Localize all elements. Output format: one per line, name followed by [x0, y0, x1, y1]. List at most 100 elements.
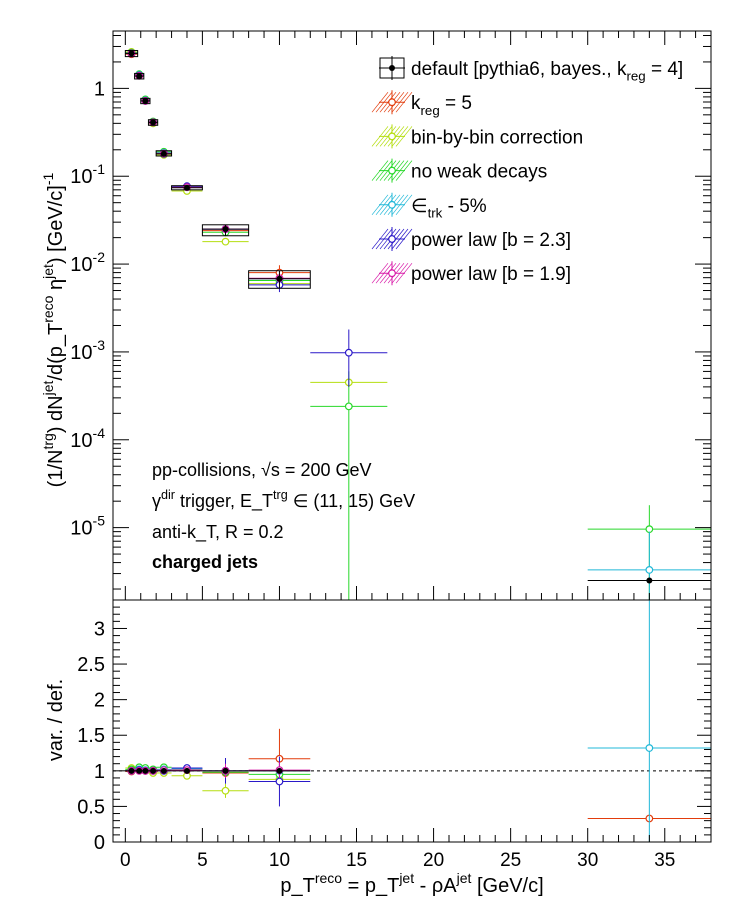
x-axis-label: p_Treco = p_Tjet - ρAjet [GeV/c]: [280, 870, 543, 897]
x-tick-label: 0: [120, 850, 131, 871]
y-tick-label: 2: [94, 690, 105, 712]
data-point: [171, 184, 203, 191]
legend-entry: power law [b = 1.9]: [371, 261, 571, 286]
legend: default [pythia6, bayes., kreg = 4] kreg …: [371, 56, 683, 286]
top-panel-plot: [124, 48, 711, 600]
data-point-marker: [276, 275, 283, 282]
ratio-point: [202, 767, 249, 774]
legend-entry: bin-by-bin correction: [371, 124, 583, 149]
legend-marker: [388, 166, 396, 175]
ratio-panel-plot: [113, 600, 711, 842]
legend-label: power law [b = 2.3]: [411, 230, 571, 251]
legend-label: no weak decays: [411, 162, 547, 183]
x-tick-label: 30: [577, 850, 598, 871]
y-tick-label: 10-3: [70, 337, 105, 364]
data-point-marker: [160, 767, 167, 774]
y-tick-label: 2.5: [77, 654, 105, 676]
y-tick-label: 0.5: [77, 796, 105, 818]
legend-label: bin-by-bin correction: [411, 127, 583, 148]
data-point-marker: [150, 119, 157, 126]
annotation-text: γdir trigger, E_Ttrg ∈ (11, 15) GeV: [152, 488, 415, 512]
top-panel-frame: [112, 30, 712, 601]
legend-marker: [388, 98, 396, 107]
annotation-text: charged jets: [152, 552, 258, 572]
ratio-y-axis-label: var. / def.: [45, 679, 67, 761]
x-tick-label: 10: [269, 850, 290, 871]
legend-entry: kreg = 5: [371, 90, 472, 118]
axes: 0 5 10 15 20 25 30 35p_Treco = p_Tjet - ρAjet […: [40, 30, 712, 897]
series-0-points: [124, 49, 711, 584]
legend-entry: default [pythia6, bayes., kreg = 4]: [379, 56, 683, 84]
legend-label: kreg = 5: [411, 93, 472, 118]
data-point-marker: [136, 767, 143, 774]
data-point-marker: [344, 348, 353, 357]
ratio-point: [202, 783, 249, 798]
data-point-marker: [646, 577, 653, 584]
ratio-point: [587, 600, 711, 842]
series-5-ratio: [125, 756, 311, 807]
x-tick-label: 20: [423, 850, 444, 871]
data-point-marker: [645, 744, 654, 752]
data-point: [310, 329, 388, 387]
legend-marker: [388, 132, 396, 141]
data-point: [310, 371, 388, 600]
series-6-points: [125, 49, 311, 285]
legend-marker: [389, 65, 395, 71]
legend-label: power law [b = 1.9]: [411, 264, 571, 285]
series-0-ratio: [125, 767, 311, 774]
legend-label: default [pythia6, bayes., kreg = 4]: [411, 59, 683, 84]
top-y-axis-label: (1/Ntrg) dNjet/d(p_Treco ηjet) [GeV/c]-1: [40, 172, 67, 487]
ratio-point: [171, 767, 203, 774]
data-point-marker: [222, 226, 229, 233]
x-tick-label: 35: [654, 850, 675, 871]
data-point: [155, 150, 173, 157]
y-tick-label: 0: [94, 832, 105, 854]
legend-marker: [388, 200, 396, 209]
data-point: [124, 49, 139, 58]
legend-label: ∈trk - 5%: [411, 196, 487, 221]
y-tick-label: 1: [94, 761, 105, 783]
data-point-marker: [645, 566, 654, 574]
y-tick-label: 3: [94, 618, 105, 640]
series-2-points: [125, 48, 388, 387]
series-1-points: [125, 50, 311, 282]
series-1-ratio: [125, 728, 711, 823]
legend-entry: no weak decays: [371, 158, 547, 183]
data-point-marker: [276, 767, 283, 774]
data-point: [248, 270, 311, 289]
data-point-marker: [136, 73, 143, 80]
y-tick-label: 1.5: [77, 725, 105, 747]
x-tick-label: 25: [500, 850, 521, 871]
data-point: [201, 224, 250, 237]
data-point-marker: [128, 767, 135, 774]
y-tick-label: 10-5: [70, 513, 105, 540]
y-tick-label: 10-4: [70, 425, 105, 452]
data-point-marker: [183, 184, 190, 191]
data-point-marker: [222, 767, 229, 774]
x-tick-label: 5: [197, 850, 208, 871]
series-5-points: [125, 49, 388, 387]
data-point-marker: [142, 97, 149, 104]
data-point-marker: [221, 237, 230, 246]
ratio-point: [248, 767, 311, 774]
legend-marker: [388, 235, 396, 243]
data-point-marker: [344, 402, 353, 411]
data-point-marker: [221, 786, 230, 795]
x-tick-label: 15: [346, 850, 367, 871]
data-point-marker: [183, 767, 190, 774]
legend-entry: power law [b = 2.3]: [371, 227, 571, 251]
annotation-text: anti-k_T, R = 0.2: [152, 522, 284, 543]
annotations: pp-collisions, √s = 200 GeV γdir trigger,…: [152, 460, 415, 572]
y-tick-label: 1: [94, 78, 105, 100]
y-tick-label: 10-1: [70, 161, 105, 188]
ratio-point: [171, 771, 203, 780]
data-point: [587, 531, 711, 600]
data-point-marker: [160, 150, 167, 157]
data-point-marker: [142, 767, 149, 774]
y-tick-label: 10-2: [70, 249, 105, 276]
data-point: [587, 577, 711, 584]
data-point-marker: [645, 525, 654, 534]
annotation-text: pp-collisions, √s = 200 GeV: [152, 460, 372, 480]
ratio-panel-frame: [112, 599, 712, 843]
